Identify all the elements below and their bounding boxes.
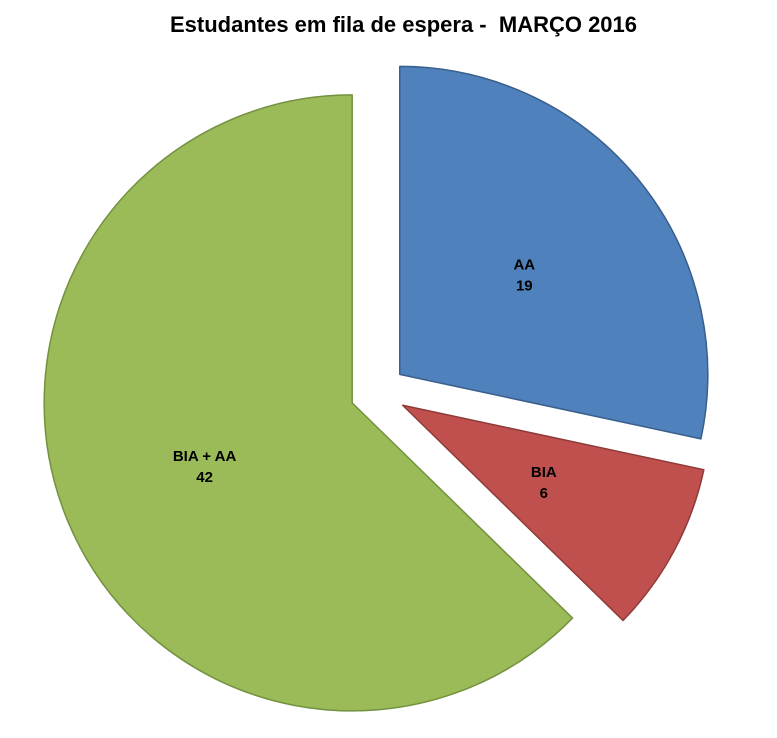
pie-slice-bia-aa: [43, 94, 574, 712]
pie-slice-bia: [401, 404, 705, 622]
slice-label-bia: BIA: [531, 464, 557, 481]
slice-label-aa: AA: [513, 257, 535, 274]
pie-slice-aa: [399, 65, 709, 440]
slice-value-bia-aa: 42: [196, 469, 213, 486]
slice-label-bia-aa: BIA + AA: [173, 448, 237, 465]
slice-value-bia: 6: [540, 485, 548, 502]
slice-value-aa: 19: [516, 278, 533, 295]
chart-title: Estudantes em fila de espera - MARÇO 201…: [169, 12, 638, 37]
